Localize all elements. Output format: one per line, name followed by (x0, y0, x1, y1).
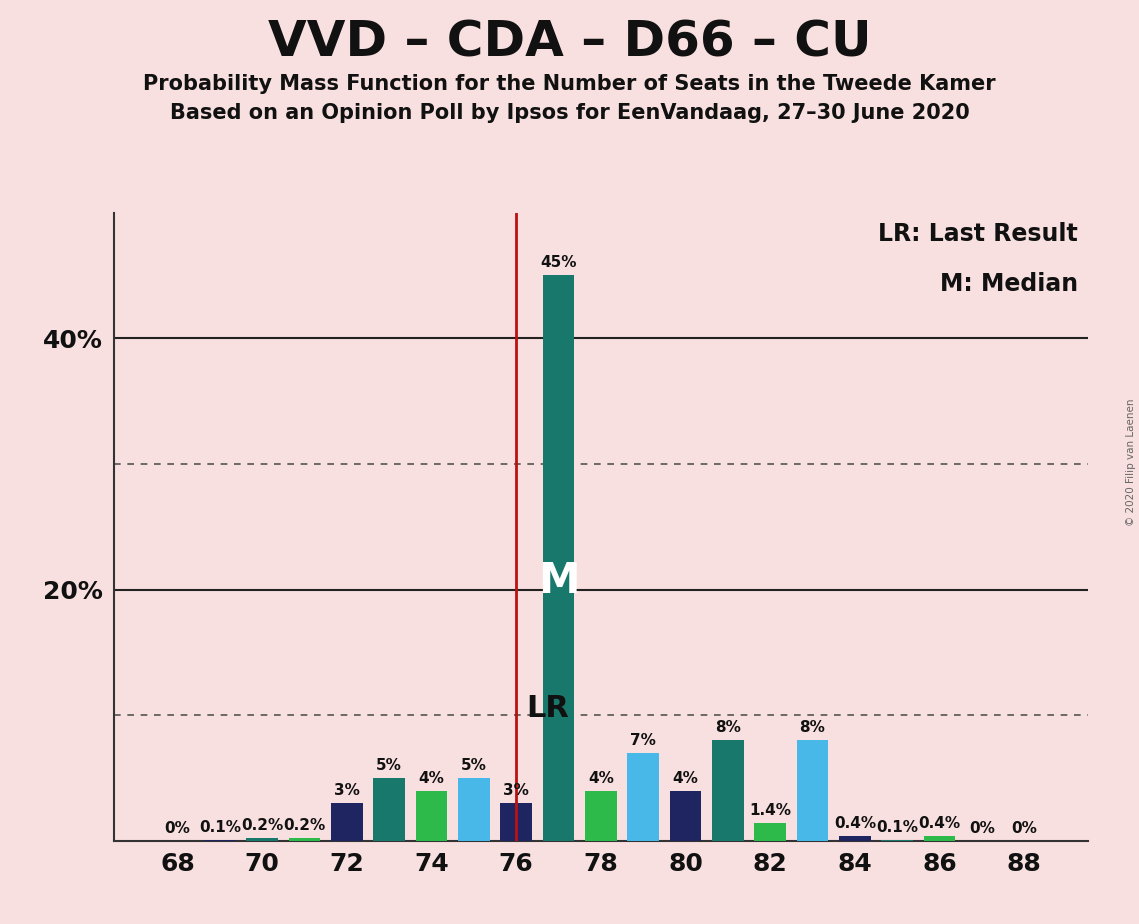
Bar (331, 803, 362, 841)
Bar (882, 840, 913, 841)
Text: M: Median: M: Median (940, 273, 1077, 297)
Text: 0.1%: 0.1% (876, 820, 918, 834)
Text: 0.4%: 0.4% (918, 816, 960, 831)
Text: 3%: 3% (503, 784, 530, 798)
Text: © 2020 Filip van Laenen: © 2020 Filip van Laenen (1126, 398, 1136, 526)
Bar (246, 838, 278, 841)
Bar (924, 836, 956, 841)
Bar (796, 740, 828, 841)
Text: 4%: 4% (588, 771, 614, 785)
Text: 8%: 8% (800, 721, 826, 736)
Bar (542, 275, 574, 841)
Bar (288, 838, 320, 841)
Text: 0.2%: 0.2% (241, 819, 284, 833)
Bar (204, 840, 236, 841)
Text: 0%: 0% (1011, 821, 1038, 836)
Text: LR: LR (526, 694, 570, 723)
Text: LR: Last Result: LR: Last Result (878, 222, 1077, 246)
Bar (374, 778, 405, 841)
Text: Probability Mass Function for the Number of Seats in the Tweede Kamer: Probability Mass Function for the Number… (144, 74, 995, 94)
Text: 4%: 4% (418, 771, 444, 785)
Text: 5%: 5% (461, 758, 486, 773)
Text: 3%: 3% (334, 784, 360, 798)
Bar (585, 791, 616, 841)
Bar (754, 823, 786, 841)
Text: 1.4%: 1.4% (749, 803, 792, 819)
Text: 4%: 4% (672, 771, 698, 785)
Text: 7%: 7% (630, 733, 656, 748)
Bar (839, 836, 870, 841)
Text: VVD – CDA – D66 – CU: VVD – CDA – D66 – CU (268, 18, 871, 67)
Bar (628, 753, 659, 841)
Bar (670, 791, 702, 841)
Bar (458, 778, 490, 841)
Text: Based on an Opinion Poll by Ipsos for EenVandaag, 27–30 June 2020: Based on an Opinion Poll by Ipsos for Ee… (170, 103, 969, 124)
Text: 0%: 0% (164, 821, 190, 836)
Text: 0.1%: 0.1% (198, 820, 240, 834)
Bar (500, 803, 532, 841)
Bar (416, 791, 448, 841)
Text: 0%: 0% (969, 821, 994, 836)
Text: 0.2%: 0.2% (284, 819, 326, 833)
Text: 8%: 8% (715, 721, 740, 736)
Bar (712, 740, 744, 841)
Text: 5%: 5% (376, 758, 402, 773)
Text: M: M (538, 560, 580, 602)
Text: 0.4%: 0.4% (834, 816, 876, 831)
Text: 45%: 45% (540, 255, 576, 271)
